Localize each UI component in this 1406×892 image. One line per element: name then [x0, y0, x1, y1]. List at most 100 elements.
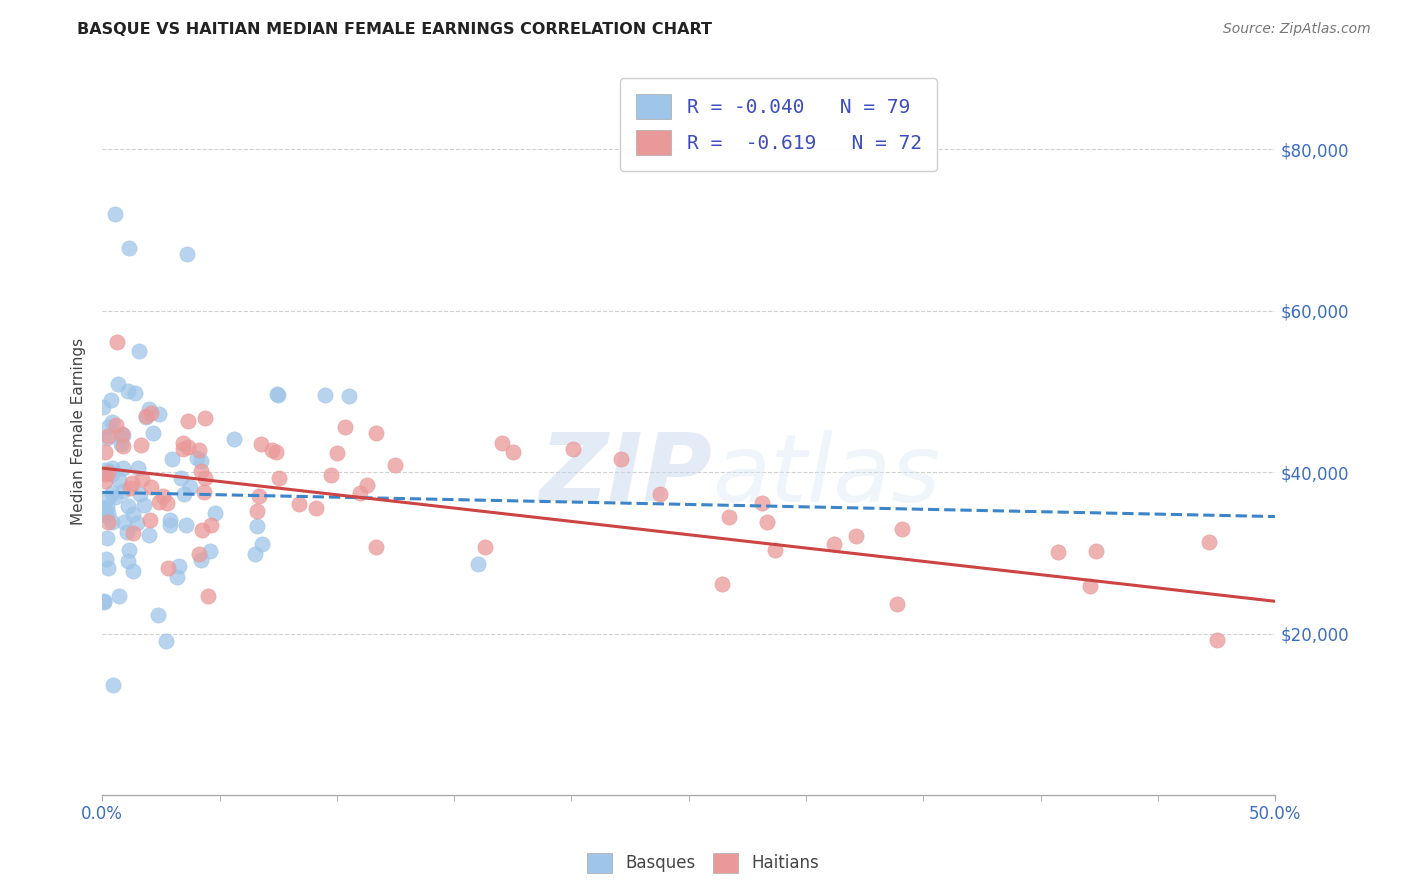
Point — [246, 504, 269, 518]
Point — [121, 475, 143, 490]
Point — [1078, 579, 1101, 593]
Point — [222, 432, 245, 446]
Point — [141, 425, 163, 440]
Point — [96, 500, 118, 515]
Point — [167, 559, 190, 574]
Point — [138, 512, 160, 526]
Point — [156, 561, 179, 575]
Point — [104, 490, 127, 504]
Point — [97, 464, 120, 478]
Point — [562, 442, 585, 456]
Point — [172, 442, 194, 456]
Point — [187, 442, 209, 457]
Point — [266, 445, 288, 459]
Point — [246, 519, 269, 533]
Point — [122, 564, 145, 578]
Point — [326, 446, 349, 460]
Point — [111, 484, 134, 499]
Point — [188, 547, 211, 561]
Point — [148, 494, 170, 508]
Point — [197, 589, 219, 603]
Point — [1206, 632, 1229, 647]
Point — [94, 444, 117, 458]
Point — [105, 335, 128, 350]
Point — [97, 419, 120, 434]
Point — [333, 419, 356, 434]
Text: BASQUE VS HAITIAN MEDIAN FEMALE EARNINGS CORRELATION CHART: BASQUE VS HAITIAN MEDIAN FEMALE EARNINGS… — [77, 22, 713, 37]
Point — [160, 452, 183, 467]
Point — [176, 247, 198, 261]
Point — [190, 552, 212, 566]
Point — [117, 499, 139, 513]
Point — [763, 542, 786, 557]
Point — [93, 400, 115, 414]
Point — [111, 460, 134, 475]
Point — [112, 428, 135, 442]
Point — [152, 490, 174, 504]
Point — [1198, 535, 1220, 549]
Point — [148, 407, 170, 421]
Point — [107, 377, 129, 392]
Point — [349, 486, 371, 500]
Legend: Basques, Haitians: Basques, Haitians — [581, 847, 825, 880]
Point — [93, 594, 115, 608]
Point — [117, 554, 139, 568]
Point — [101, 415, 124, 429]
Point — [247, 489, 270, 503]
Point — [193, 485, 215, 500]
Point — [844, 529, 866, 543]
Point — [118, 241, 141, 255]
Point — [121, 507, 143, 521]
Point — [96, 431, 118, 445]
Point — [288, 497, 311, 511]
Point — [250, 536, 273, 550]
Point — [159, 518, 181, 533]
Point — [96, 552, 118, 566]
Point — [138, 402, 160, 417]
Point — [117, 384, 139, 399]
Point — [190, 464, 212, 478]
Point — [890, 522, 912, 536]
Point — [314, 388, 336, 402]
Point — [366, 426, 388, 441]
Point — [172, 436, 194, 450]
Point — [190, 523, 212, 537]
Point — [97, 491, 120, 505]
Point — [356, 478, 378, 492]
Point — [174, 518, 197, 533]
Point — [366, 541, 388, 555]
Point — [101, 461, 124, 475]
Point — [101, 678, 124, 692]
Point — [170, 471, 193, 485]
Point — [135, 409, 157, 423]
Point — [250, 437, 273, 451]
Y-axis label: Median Female Earnings: Median Female Earnings — [72, 338, 86, 525]
Point — [93, 474, 115, 488]
Point — [243, 547, 266, 561]
Point — [177, 414, 200, 428]
Point — [648, 487, 671, 501]
Text: ZIP: ZIP — [540, 429, 713, 522]
Point — [139, 406, 162, 420]
Point — [190, 454, 212, 468]
Point — [128, 344, 150, 359]
Point — [93, 595, 115, 609]
Text: atlas: atlas — [713, 430, 941, 521]
Point — [886, 597, 908, 611]
Point — [384, 458, 406, 472]
Point — [117, 543, 139, 558]
Point — [111, 439, 134, 453]
Point — [105, 417, 128, 432]
Point — [93, 504, 115, 518]
Point — [134, 498, 156, 512]
Point — [131, 438, 153, 452]
Point — [117, 524, 139, 539]
Point — [100, 486, 122, 500]
Point — [114, 515, 136, 529]
Point — [823, 537, 845, 551]
Point — [267, 471, 290, 485]
Point — [93, 467, 115, 481]
Point — [138, 528, 160, 542]
Point — [177, 440, 200, 454]
Point — [319, 467, 342, 482]
